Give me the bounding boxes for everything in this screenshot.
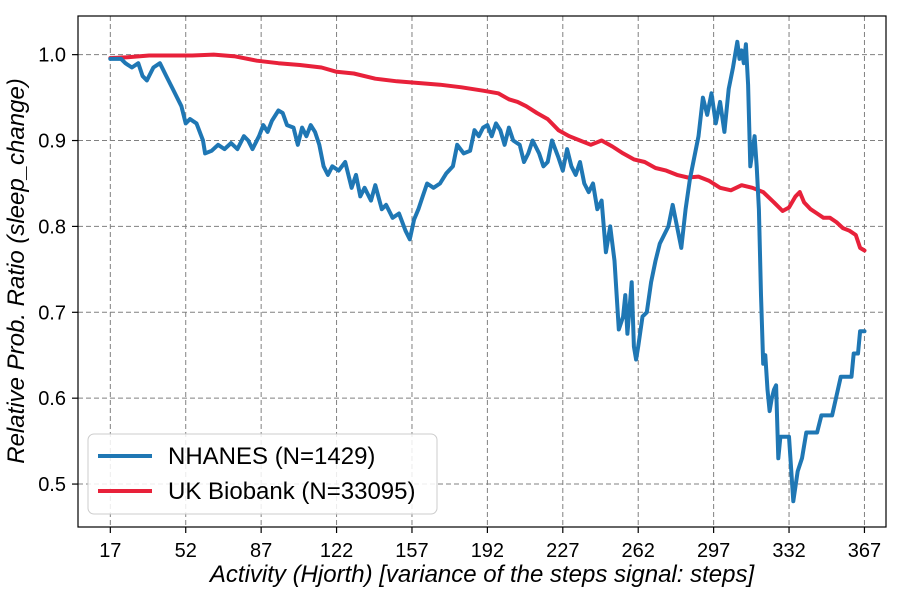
x-tick-label: 332 (772, 540, 805, 562)
x-tick-label: 367 (848, 540, 881, 562)
uk-biobank-line (108, 52, 867, 253)
x-tick-label: 87 (250, 540, 272, 562)
y-axis-ticks: 0.5 0.6 0.7 0.8 0.9 1.0 (38, 45, 78, 496)
x-tick-label: 17 (99, 540, 121, 562)
x-tick-label: 122 (320, 540, 353, 562)
legend-label-nhanes: NHANES (N=1429) (168, 443, 375, 470)
x-tick-label: 227 (546, 540, 579, 562)
plot-frame (77, 15, 887, 528)
legend-label-uk-biobank: UK Biobank (N=33095) (168, 478, 415, 505)
y-tick-label: 0.5 (38, 474, 66, 496)
x-tick-label: 192 (471, 540, 504, 562)
y-tick-label: 1.0 (38, 45, 66, 67)
y-tick-label: 0.7 (38, 302, 66, 324)
y-tick-label: 0.9 (38, 131, 66, 153)
x-tick-label: 52 (175, 540, 197, 562)
legend: NHANES (N=1429) UK Biobank (N=33095) (87, 433, 438, 515)
x-axis-ticks: 17 52 87 122 157 192 227 262 297 332 367 (99, 527, 881, 562)
x-tick-label: 157 (395, 540, 428, 562)
x-tick-label: 297 (697, 540, 730, 562)
y-tick-label: 0.8 (38, 216, 66, 238)
legend-frame (87, 433, 438, 515)
x-tick-label: 262 (622, 540, 655, 562)
y-axis-label: Relative Prob. Ratio (sleep_change) (3, 78, 30, 464)
nhanes-line (108, 39, 867, 504)
y-tick-label: 0.6 (38, 388, 66, 410)
x-axis-label: Activity (Hjorth) [variance of the steps… (208, 561, 756, 588)
series-lines (108, 39, 867, 504)
